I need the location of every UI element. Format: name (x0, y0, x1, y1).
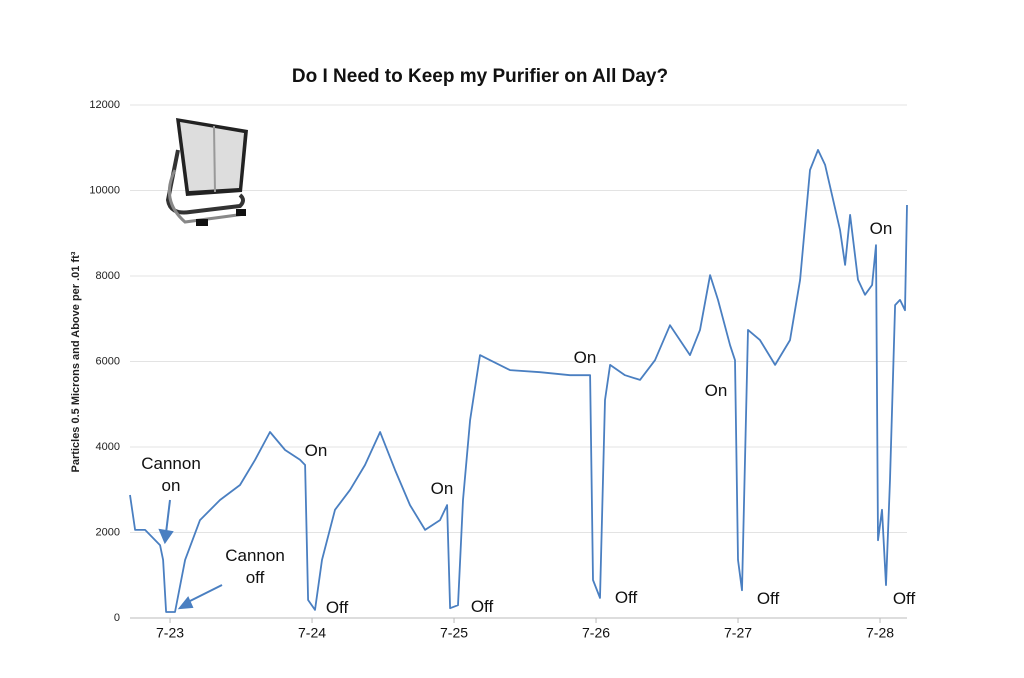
x-tick-label: 7-25 (440, 625, 468, 641)
purifier-icon (165, 118, 248, 226)
y-tick-label: 4000 (96, 441, 120, 453)
y-tick-label: 8000 (96, 270, 120, 282)
y-tick-label: 0 (114, 612, 120, 624)
annotation: On (430, 479, 454, 498)
y-tick-label: 6000 (96, 355, 120, 367)
annotation: Cannon on (141, 454, 201, 495)
y-axis-label: Particles 0.5 Microns and Above per .01 … (70, 251, 82, 472)
annotation: On (304, 441, 328, 460)
y-tick-label: 10000 (89, 184, 120, 196)
annotation: Cannon off (225, 546, 285, 587)
data-line (129, 149, 908, 613)
annotation: On (573, 348, 597, 367)
x-tick-label: 7-28 (866, 625, 894, 641)
x-tick-label: 7-24 (298, 625, 326, 641)
annotation: Off (325, 598, 349, 617)
annotation: Off (892, 589, 916, 608)
arrows (158, 499, 223, 610)
y-tick-label: 2000 (96, 526, 120, 538)
annotation: Off (470, 597, 494, 616)
x-tick-label: 7-23 (156, 625, 184, 641)
annotation: On (704, 381, 728, 400)
annotation: On (869, 219, 893, 238)
annotation: Off (756, 589, 780, 608)
chart-title: Do I Need to Keep my Purifier on All Day… (292, 66, 668, 87)
x-tick-label: 7-27 (724, 625, 752, 641)
x-tick-label: 7-26 (582, 625, 610, 641)
annotation: Off (614, 588, 638, 607)
y-tick-label: 12000 (89, 99, 120, 111)
